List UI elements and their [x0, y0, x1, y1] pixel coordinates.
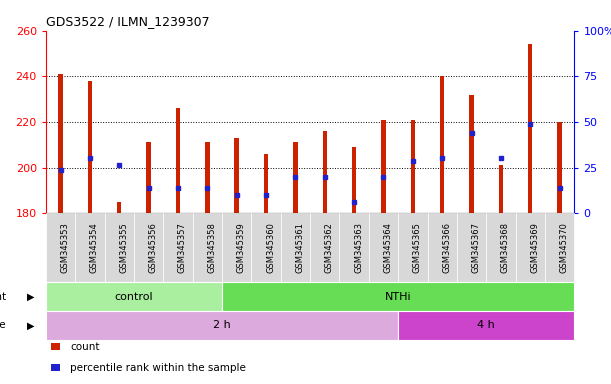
Bar — [46, 311, 398, 340]
Bar — [251, 213, 280, 282]
Bar — [545, 213, 574, 282]
Text: 4 h: 4 h — [477, 320, 495, 331]
Text: GSM345359: GSM345359 — [236, 222, 246, 273]
Text: ▶: ▶ — [27, 291, 35, 302]
Text: time: time — [0, 320, 6, 331]
Bar — [381, 120, 386, 213]
Bar — [163, 213, 192, 282]
Text: control: control — [115, 291, 153, 302]
Text: GDS3522 / ILMN_1239307: GDS3522 / ILMN_1239307 — [46, 15, 210, 28]
Bar — [222, 213, 251, 282]
Text: GSM345366: GSM345366 — [442, 222, 451, 273]
Bar — [398, 213, 428, 282]
Bar — [499, 165, 503, 213]
Bar — [352, 147, 356, 213]
Text: GSM345367: GSM345367 — [472, 222, 481, 273]
Bar — [369, 213, 398, 282]
Bar — [46, 282, 222, 311]
Text: GSM345370: GSM345370 — [560, 222, 569, 273]
Bar — [87, 81, 92, 213]
Bar — [205, 142, 210, 213]
Bar — [440, 76, 444, 213]
Text: GSM345365: GSM345365 — [413, 222, 422, 273]
Text: GSM345369: GSM345369 — [530, 222, 540, 273]
Text: GSM345361: GSM345361 — [295, 222, 304, 273]
Bar — [51, 343, 59, 350]
Text: GSM345362: GSM345362 — [325, 222, 334, 273]
Text: count: count — [70, 342, 100, 352]
Text: 2 h: 2 h — [213, 320, 231, 331]
Bar — [428, 213, 457, 282]
Bar — [557, 122, 562, 213]
Text: ▶: ▶ — [27, 320, 35, 331]
Text: GSM345354: GSM345354 — [90, 222, 99, 273]
Bar — [398, 311, 574, 340]
Bar — [46, 213, 75, 282]
Bar — [134, 213, 163, 282]
Bar — [323, 131, 327, 213]
Bar — [58, 74, 63, 213]
Text: GSM345368: GSM345368 — [501, 222, 510, 273]
Bar — [310, 213, 340, 282]
Text: GSM345363: GSM345363 — [354, 222, 363, 273]
Bar — [486, 213, 516, 282]
Text: percentile rank within the sample: percentile rank within the sample — [70, 362, 246, 372]
Bar — [293, 142, 298, 213]
Text: NTHi: NTHi — [385, 291, 411, 302]
Bar — [235, 138, 239, 213]
Bar — [516, 213, 545, 282]
Text: GSM345356: GSM345356 — [148, 222, 158, 273]
Bar — [340, 213, 369, 282]
Text: GSM345358: GSM345358 — [207, 222, 216, 273]
Text: GSM345364: GSM345364 — [384, 222, 392, 273]
Bar — [147, 142, 151, 213]
Text: GSM345355: GSM345355 — [119, 222, 128, 273]
Text: agent: agent — [0, 291, 6, 302]
Bar — [104, 213, 134, 282]
Text: GSM345360: GSM345360 — [266, 222, 275, 273]
Bar — [222, 282, 574, 311]
Text: GSM345353: GSM345353 — [60, 222, 70, 273]
Bar — [528, 45, 533, 213]
Bar — [457, 213, 486, 282]
Text: GSM345357: GSM345357 — [178, 222, 187, 273]
Bar — [280, 213, 310, 282]
Bar — [264, 154, 268, 213]
Bar — [192, 213, 222, 282]
Bar — [75, 213, 104, 282]
Bar — [411, 120, 415, 213]
Bar — [176, 108, 180, 213]
Bar — [469, 94, 474, 213]
Bar — [117, 202, 122, 213]
Bar — [51, 364, 59, 371]
